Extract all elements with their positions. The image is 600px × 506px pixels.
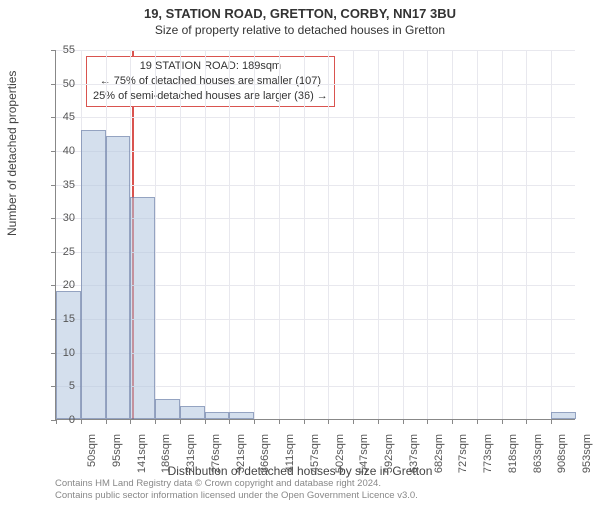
chart-area: 19 STATION ROAD: 189sqm ← 75% of detache…	[55, 50, 575, 420]
x-tick-label: 95sqm	[111, 434, 123, 474]
histogram-bar	[155, 399, 180, 419]
x-tick-label: 592sqm	[383, 434, 395, 474]
footer-line1: Contains HM Land Registry data © Crown c…	[55, 478, 418, 490]
infobox-line2: ← 75% of detached houses are smaller (10…	[93, 74, 328, 89]
x-tick-label: 231sqm	[185, 434, 197, 474]
x-tick-label: 953sqm	[581, 434, 593, 474]
y-tick-label: 45	[50, 111, 75, 123]
x-tick-label: 682sqm	[433, 434, 445, 474]
y-tick-label: 10	[50, 347, 75, 359]
y-tick-label: 25	[50, 246, 75, 258]
x-tick-label: 773sqm	[482, 434, 494, 474]
histogram-bar	[229, 412, 254, 419]
histogram-bar	[130, 197, 155, 419]
chart-title-address: 19, STATION ROAD, GRETTON, CORBY, NN17 3…	[0, 6, 600, 21]
histogram-bar	[551, 412, 576, 419]
x-tick-label: 186sqm	[160, 434, 172, 474]
y-tick-label: 40	[50, 145, 75, 157]
y-axis-label: Number of detached properties	[5, 71, 19, 236]
x-tick-label: 457sqm	[309, 434, 321, 474]
x-tick-label: 727sqm	[457, 434, 469, 474]
x-tick-label: 547sqm	[358, 434, 370, 474]
reference-info-box: 19 STATION ROAD: 189sqm ← 75% of detache…	[86, 56, 335, 107]
infobox-line1: 19 STATION ROAD: 189sqm	[93, 59, 328, 74]
histogram-bar	[205, 412, 230, 419]
x-tick-label: 863sqm	[532, 434, 544, 474]
x-tick-label: 276sqm	[210, 434, 222, 474]
histogram-bar	[106, 136, 131, 419]
footer-line2: Contains public sector information licen…	[55, 490, 418, 502]
chart-title-subtitle: Size of property relative to detached ho…	[0, 23, 600, 37]
y-tick-label: 30	[50, 212, 75, 224]
x-tick-label: 321sqm	[235, 434, 247, 474]
y-tick-label: 5	[50, 380, 75, 392]
footer-attribution: Contains HM Land Registry data © Crown c…	[55, 478, 418, 502]
x-tick-label: 908sqm	[556, 434, 568, 474]
x-tick-label: 637sqm	[408, 434, 420, 474]
y-tick-label: 50	[50, 78, 75, 90]
x-tick-label: 366sqm	[259, 434, 271, 474]
x-tick-label: 502sqm	[334, 434, 346, 474]
y-tick-label: 0	[50, 414, 75, 426]
plot-area: 19 STATION ROAD: 189sqm ← 75% of detache…	[55, 50, 575, 420]
y-tick-label: 15	[50, 313, 75, 325]
y-tick-label: 35	[50, 179, 75, 191]
x-tick-label: 818sqm	[507, 434, 519, 474]
histogram-bar	[81, 130, 106, 419]
infobox-line3: 25% of semi-detached houses are larger (…	[93, 89, 328, 104]
y-tick-label: 20	[50, 279, 75, 291]
histogram-bar	[180, 406, 205, 419]
x-tick-label: 141sqm	[136, 434, 148, 474]
x-tick-label: 50sqm	[86, 434, 98, 474]
y-tick-label: 55	[50, 44, 75, 56]
x-tick-label: 411sqm	[284, 434, 296, 474]
